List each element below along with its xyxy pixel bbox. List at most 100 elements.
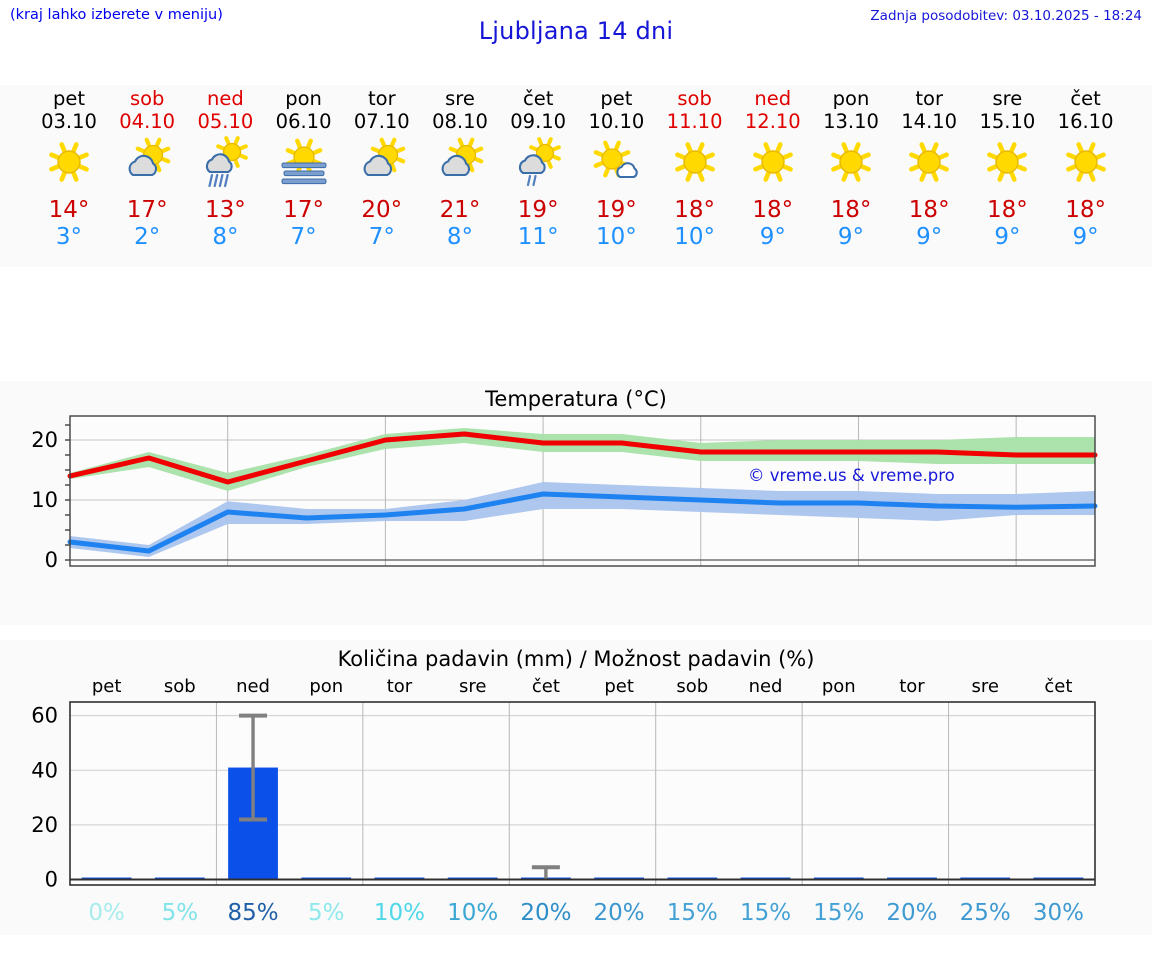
day-name: čet [523,87,554,110]
precipitation-chart-title: Količina padavin (mm) / Možnost padavin … [337,647,815,671]
precipitation-probability: 0% [88,900,125,926]
precipitation-chart-section: Količina padavin (mm) / Možnost padavin … [0,640,1152,935]
day-min-temperature: 2° [134,224,161,250]
precipitation-probability: 25% [959,900,1011,926]
day-max-temperature: 19° [517,197,559,223]
sun-cloud-rain-icon [186,134,264,192]
day-date: 03.10 [41,110,97,133]
day-max-temperature: 14° [48,197,90,223]
precipitation-day-label: pon [821,676,856,697]
day-max-temperature: 18° [987,197,1028,223]
sun-cloud-icon [421,134,499,192]
sun-cloud-icon [108,134,186,192]
precipitation-day-label: sob [163,676,196,697]
day-forecast-card[interactable]: sob 04.10 17° 2° [108,85,186,251]
daily-forecast-strip: pet 03.10 14° 3° sob 04.10 17° 2° ned 05.10 13° 8° p… [0,85,1152,267]
day-min-temperature: 8° [446,224,474,250]
precipitation-probability: 30% [1032,900,1084,926]
sun-cloud-icon [343,134,421,192]
day-name: pet [600,87,633,110]
day-forecast-card[interactable]: ned 05.10 13° 8° [186,85,264,251]
precipitation-probability: 10% [447,900,499,926]
day-forecast-card[interactable]: pet 03.10 14° 3° [30,85,108,251]
day-forecast-card[interactable]: ned 12.10 18° 9° [734,85,812,251]
sun-icon [734,134,812,192]
page-header: (kraj lahko izberete v meniju) Ljubljana… [0,0,1152,58]
day-date: 08.10 [432,110,488,133]
day-max-temperature: 21° [439,197,481,223]
day-max-temperature: 18° [830,197,872,223]
day-forecast-card[interactable]: pon 13.10 18° 9° [812,85,890,251]
day-max-temperature: 19° [596,197,637,223]
day-date: 11.10 [666,110,723,133]
sun-icon [968,134,1046,192]
precipitation-probability-row: 0% 5% 85% 5% 10% 10% 20% 20% 15% 15% 15% 20% 25% 30% [0,900,1152,940]
sun-fog-icon [265,134,343,192]
day-name: pon [285,87,322,110]
day-name: tor [368,87,396,110]
precipitation-day-label: pet [91,676,122,697]
day-forecast-card[interactable]: sob 11.10 18° 10° [656,85,734,251]
sun-cloud-drizzle-icon [499,134,577,192]
day-min-temperature: 9° [1072,224,1099,250]
last-updated: Zadnja posodobitev: 03.10.2025 - 18:24 [870,8,1142,24]
day-name: ned [754,87,792,110]
precipitation-probability: 15% [739,900,792,926]
day-forecast-card[interactable]: čet 16.10 18° 9° [1047,85,1125,251]
day-date: 07.10 [353,110,410,133]
day-min-temperature: 10° [596,224,637,250]
day-min-temperature: 8° [212,224,239,250]
day-forecast-card[interactable]: sre 15.10 18° 9° [968,85,1046,251]
copyright-watermark: © vreme.us & vreme.pro [748,466,955,485]
precipitation-probability: 10% [373,900,426,926]
sun-icon [656,134,734,192]
day-name: pet [52,87,86,110]
precipitation-day-label: ned [236,676,270,697]
menu-hint: (kraj lahko izberete v meniju) [10,7,223,23]
day-name: sob [129,87,165,110]
precipitation-probability: 15% [666,900,718,926]
day-date: 15.10 [979,110,1036,133]
day-max-temperature: 17° [283,197,324,223]
day-name: ned [207,87,244,110]
day-date: 12.10 [744,110,801,133]
svg-text:20: 20 [31,813,58,837]
day-forecast-card[interactable]: tor 14.10 18° 9° [890,85,968,251]
day-date: 13.10 [823,110,879,133]
svg-text:40: 40 [31,758,58,782]
precipitation-day-label: sre [458,676,487,697]
sun-icon [812,134,890,192]
day-date: 06.10 [275,110,332,133]
precipitation-day-label: čet [1044,676,1073,697]
precipitation-day-label: čet [531,676,560,697]
temperature-chart-title: Temperatura (°C) [485,387,667,411]
day-forecast-card[interactable]: sre 08.10 21° 8° [421,85,499,251]
temperature-chart: 0 10 20 [0,381,1152,626]
day-min-temperature: 9° [994,224,1021,250]
svg-text:20: 20 [31,428,58,452]
day-forecast-card[interactable]: pet 10.10 19° 10° [577,85,655,251]
precipitation-probability: 20% [886,900,938,926]
day-name: čet [1070,87,1101,110]
day-min-temperature: 3° [55,224,83,250]
sun-icon [30,134,108,192]
precipitation-probability: 5% [308,900,345,926]
day-min-temperature: 7° [290,224,317,250]
day-max-temperature: 20° [361,197,403,223]
day-date: 10.10 [588,110,645,133]
precipitation-day-label: pon [309,676,344,697]
precipitation-day-label: tor [386,676,413,697]
day-name: tor [915,87,943,110]
day-max-temperature: 18° [752,197,794,223]
precipitation-probability: 20% [520,900,572,926]
day-forecast-card[interactable]: tor 07.10 20° 7° [343,85,421,251]
day-forecast-card[interactable]: čet 09.10 19° 11° [499,85,577,251]
svg-text:10: 10 [31,488,58,512]
svg-text:0: 0 [45,548,58,572]
day-min-temperature: 9° [759,224,786,250]
day-forecast-card[interactable]: pon 06.10 17° 7° [265,85,343,251]
day-date: 09.10 [510,110,567,133]
day-min-temperature: 9° [916,224,943,250]
precipitation-day-label: pet [604,676,634,697]
day-date: 05.10 [197,110,254,133]
